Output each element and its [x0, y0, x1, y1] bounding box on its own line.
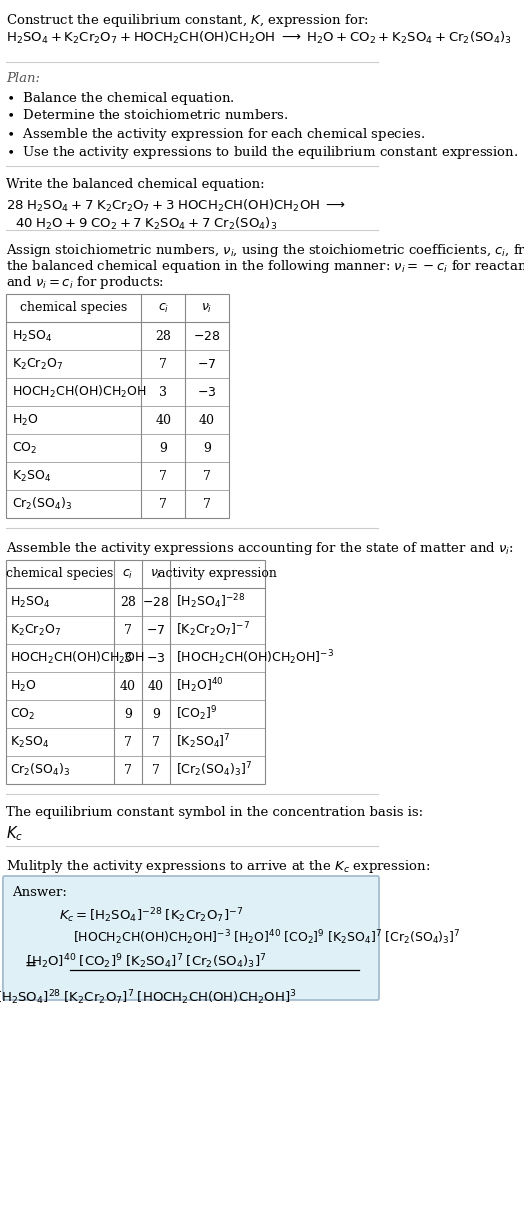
- Text: 9: 9: [159, 442, 167, 454]
- Text: $[\mathrm{H_2SO_4}]^{-28}$: $[\mathrm{H_2SO_4}]^{-28}$: [176, 592, 245, 612]
- Text: Mulitply the activity expressions to arrive at the $K_c$ expression:: Mulitply the activity expressions to arr…: [6, 859, 430, 876]
- Text: 7: 7: [203, 470, 211, 482]
- Text: $[\mathrm{Cr_2(SO_4)_3}]^7$: $[\mathrm{Cr_2(SO_4)_3}]^7$: [176, 761, 252, 780]
- FancyBboxPatch shape: [3, 876, 379, 1000]
- Text: $\mathrm{H_2SO_4}$: $\mathrm{H_2SO_4}$: [10, 595, 50, 609]
- Text: 28: 28: [120, 596, 136, 608]
- Text: $\mathrm{H_2SO_4}$: $\mathrm{H_2SO_4}$: [12, 328, 52, 344]
- Text: 7: 7: [159, 357, 167, 371]
- Text: $\mathrm{K_2Cr_2O_7}$: $\mathrm{K_2Cr_2O_7}$: [10, 622, 61, 637]
- Text: $\bullet$  Determine the stoichiometric numbers.: $\bullet$ Determine the stoichiometric n…: [6, 108, 288, 122]
- Text: $\mathrm{Cr_2(SO_4)_3}$: $\mathrm{Cr_2(SO_4)_3}$: [10, 762, 71, 777]
- Text: $K_c = [\mathrm{H_2SO_4}]^{-28}\;[\mathrm{K_2Cr_2O_7}]^{-7}$: $K_c = [\mathrm{H_2SO_4}]^{-28}\;[\mathr…: [59, 906, 243, 925]
- Text: Write the balanced chemical equation:: Write the balanced chemical equation:: [6, 178, 265, 191]
- Text: $\mathrm{Cr_2(SO_4)_3}$: $\mathrm{Cr_2(SO_4)_3}$: [12, 497, 72, 512]
- Text: $[\mathrm{H_2SO_4}]^{28}\;[\mathrm{K_2Cr_2O_7}]^7\;[\mathrm{HOCH_2CH(OH)CH_2OH}]: $[\mathrm{H_2SO_4}]^{28}\;[\mathrm{K_2Cr…: [0, 988, 297, 1006]
- Text: 7: 7: [152, 763, 160, 776]
- Text: $\mathrm{K_2SO_4}$: $\mathrm{K_2SO_4}$: [12, 469, 51, 483]
- Text: $\mathrm{HOCH_2CH(OH)CH_2OH}$: $\mathrm{HOCH_2CH(OH)CH_2OH}$: [12, 384, 146, 400]
- Text: $\mathrm{CO_2}$: $\mathrm{CO_2}$: [12, 441, 37, 455]
- Text: $-7$: $-7$: [146, 624, 166, 637]
- Text: $\nu_i$: $\nu_i$: [201, 302, 213, 315]
- Text: 3: 3: [159, 385, 167, 398]
- Text: Assemble the activity expressions accounting for the state of matter and $\nu_i$: Assemble the activity expressions accoun…: [6, 540, 514, 557]
- Text: $-3$: $-3$: [146, 652, 166, 665]
- Text: $c_i$: $c_i$: [158, 302, 169, 315]
- Text: $\mathrm{H_2O}$: $\mathrm{H_2O}$: [12, 413, 38, 427]
- Bar: [6, 559, 265, 784]
- Text: 40: 40: [120, 679, 136, 693]
- Text: $\mathrm{H_2O}$: $\mathrm{H_2O}$: [10, 678, 37, 694]
- Text: $\mathrm{K_2SO_4}$: $\mathrm{K_2SO_4}$: [10, 734, 49, 750]
- Text: 40: 40: [155, 413, 171, 426]
- Text: $K_c$: $K_c$: [6, 823, 23, 843]
- Text: 7: 7: [203, 498, 211, 511]
- Text: 7: 7: [124, 763, 132, 776]
- Text: $[\mathrm{CO_2}]^9$: $[\mathrm{CO_2}]^9$: [176, 705, 217, 723]
- Text: 7: 7: [159, 470, 167, 482]
- Text: chemical species: chemical species: [6, 568, 114, 580]
- Text: $[\mathrm{HOCH_2CH(OH)CH_2OH}]^{-3}\;[\mathrm{H_2O}]^{40}\;[\mathrm{CO_2}]^{9}\;: $[\mathrm{HOCH_2CH(OH)CH_2OH}]^{-3}\;[\m…: [73, 928, 461, 947]
- Text: 7: 7: [159, 498, 167, 511]
- Text: Assign stoichiometric numbers, $\nu_i$, using the stoichiometric coefficients, $: Assign stoichiometric numbers, $\nu_i$, …: [6, 242, 524, 259]
- Text: $[\mathrm{H_2O}]^{40}\;[\mathrm{CO_2}]^{9}\;[\mathrm{K_2SO_4}]^7\;[\mathrm{Cr_2(: $[\mathrm{H_2O}]^{40}\;[\mathrm{CO_2}]^{…: [26, 952, 267, 971]
- Text: 7: 7: [124, 624, 132, 637]
- Text: $\mathrm{H_2SO_4 + K_2Cr_2O_7 + HOCH_2CH(OH)CH_2OH}$$\;\longrightarrow\;\mathrm{: $\mathrm{H_2SO_4 + K_2Cr_2O_7 + HOCH_2CH…: [6, 30, 512, 46]
- Text: and $\nu_i = c_i$ for products:: and $\nu_i = c_i$ for products:: [6, 274, 164, 291]
- Text: $40\;\mathrm{H_2O + 9\;CO_2 + 7\;K_2SO_4 + 7\;Cr_2(SO_4)_3}$: $40\;\mathrm{H_2O + 9\;CO_2 + 7\;K_2SO_4…: [15, 216, 277, 233]
- Text: $\bullet$  Use the activity expressions to build the equilibrium constant expres: $\bullet$ Use the activity expressions t…: [6, 144, 518, 161]
- Text: $28\;\mathrm{H_2SO_4 + 7\;K_2Cr_2O_7 + 3\;HOCH_2CH(OH)CH_2OH}\;\longrightarrow$: $28\;\mathrm{H_2SO_4 + 7\;K_2Cr_2O_7 + 3…: [6, 199, 346, 214]
- Text: 40: 40: [199, 413, 215, 426]
- Text: 7: 7: [152, 735, 160, 748]
- Text: Answer:: Answer:: [12, 886, 67, 899]
- Text: $-28$: $-28$: [193, 329, 221, 343]
- Text: $\bullet$  Balance the chemical equation.: $\bullet$ Balance the chemical equation.: [6, 90, 234, 107]
- Text: $-3$: $-3$: [198, 385, 217, 398]
- Bar: [6, 294, 229, 518]
- Text: Construct the equilibrium constant, $K$, expression for:: Construct the equilibrium constant, $K$,…: [6, 12, 368, 29]
- Text: 7: 7: [124, 735, 132, 748]
- Text: The equilibrium constant symbol in the concentration basis is:: The equilibrium constant symbol in the c…: [6, 807, 423, 819]
- Text: $=$: $=$: [22, 957, 37, 971]
- Text: $\mathrm{HOCH_2CH(OH)CH_2OH}$: $\mathrm{HOCH_2CH(OH)CH_2OH}$: [10, 650, 145, 666]
- Text: 9: 9: [124, 707, 132, 721]
- Text: Plan:: Plan:: [6, 71, 40, 85]
- Text: 3: 3: [124, 652, 132, 665]
- Text: $-28$: $-28$: [142, 596, 170, 608]
- Text: 9: 9: [203, 442, 211, 454]
- Text: the balanced chemical equation in the following manner: $\nu_i = -c_i$ for react: the balanced chemical equation in the fo…: [6, 258, 524, 275]
- Text: $\mathrm{K_2Cr_2O_7}$: $\mathrm{K_2Cr_2O_7}$: [12, 356, 63, 372]
- Text: $[\mathrm{H_2O}]^{40}$: $[\mathrm{H_2O}]^{40}$: [176, 677, 223, 695]
- Text: $[\mathrm{K_2SO_4}]^7$: $[\mathrm{K_2SO_4}]^7$: [176, 733, 231, 751]
- Text: chemical species: chemical species: [20, 302, 127, 315]
- Text: $c_i$: $c_i$: [123, 568, 134, 580]
- Text: $\mathrm{CO_2}$: $\mathrm{CO_2}$: [10, 706, 36, 722]
- Text: $[\mathrm{K_2Cr_2O_7}]^{-7}$: $[\mathrm{K_2Cr_2O_7}]^{-7}$: [176, 621, 250, 639]
- Text: 28: 28: [155, 329, 171, 343]
- Text: $\nu_i$: $\nu_i$: [150, 568, 161, 580]
- Text: $[\mathrm{HOCH_2CH(OH)CH_2OH}]^{-3}$: $[\mathrm{HOCH_2CH(OH)CH_2OH}]^{-3}$: [176, 649, 334, 667]
- Text: activity expression: activity expression: [158, 568, 277, 580]
- Text: 40: 40: [148, 679, 164, 693]
- Text: $-7$: $-7$: [198, 357, 217, 371]
- Text: 9: 9: [152, 707, 160, 721]
- Text: $\bullet$  Assemble the activity expression for each chemical species.: $\bullet$ Assemble the activity expressi…: [6, 126, 425, 143]
